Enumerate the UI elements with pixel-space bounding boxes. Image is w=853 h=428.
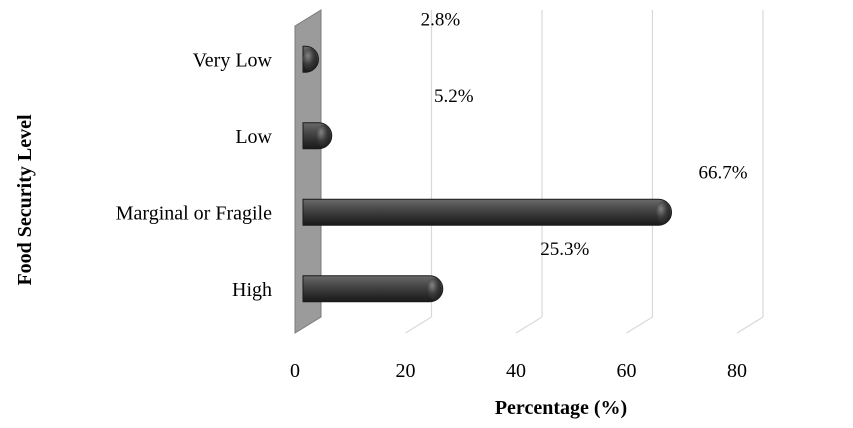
category-label: Low: [235, 126, 272, 148]
bar-cap: [655, 201, 671, 224]
category-label: Marginal or Fragile: [116, 202, 272, 224]
bar-cap: [316, 124, 331, 147]
data-label: 66.7%: [698, 162, 747, 183]
bar-cap: [427, 277, 442, 300]
x-tick-label: 60: [617, 360, 637, 382]
bar: [302, 122, 333, 150]
bar-body: [302, 275, 444, 303]
category-label: Very Low: [193, 49, 273, 71]
x-tick-label: 40: [506, 360, 526, 382]
x-tick-label: 80: [727, 360, 747, 382]
floor-gridline: [405, 316, 432, 334]
data-label: 5.2%: [434, 86, 474, 107]
data-label: 2.8%: [421, 9, 461, 30]
data-labels: 2.8% 5.2% 66.7% 25.3%: [421, 9, 748, 260]
gridlines: [405, 10, 764, 334]
x-tick-label: 20: [396, 360, 416, 382]
bar: [302, 275, 444, 303]
bar-body: [302, 198, 673, 226]
x-tick-label: 0: [290, 360, 300, 382]
category-label: High: [232, 279, 272, 301]
floor-gridline: [626, 316, 653, 334]
floor-gridline: [736, 316, 764, 334]
bar: [302, 45, 319, 73]
y-axis-title: Food Security Level: [14, 114, 36, 286]
category-labels: Very Low Low Marginal or Fragile High: [116, 49, 273, 301]
bars: [302, 45, 673, 303]
chart-back-wall: [294, 9, 322, 334]
data-label: 25.3%: [540, 239, 589, 260]
x-axis-title: Percentage (%): [495, 397, 627, 419]
bar-cap: [302, 48, 318, 71]
floor-gridline: [515, 316, 543, 334]
x-tick-labels: 0 20 40 60 80: [290, 360, 747, 382]
bar: [302, 198, 673, 226]
